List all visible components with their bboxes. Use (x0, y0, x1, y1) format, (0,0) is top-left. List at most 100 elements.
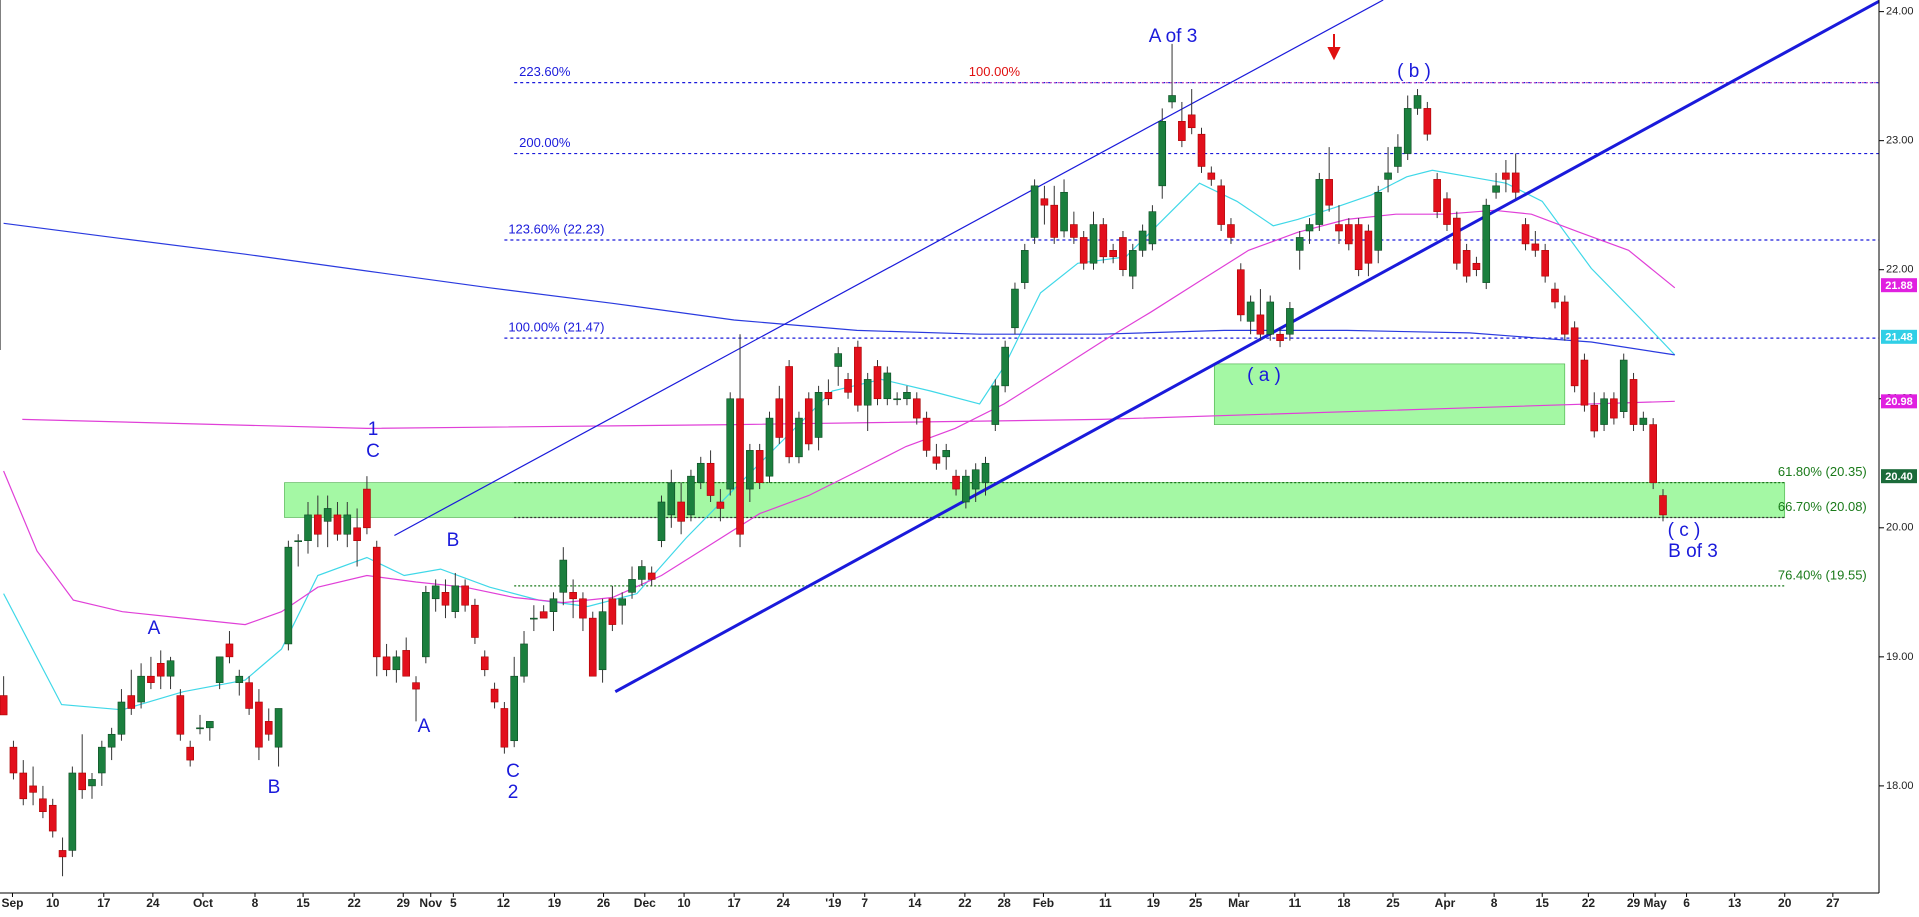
candle-body (1364, 230, 1373, 264)
wave-label: B (447, 530, 460, 551)
wave-label: ( a ) (1247, 365, 1281, 386)
candle-body (716, 501, 725, 509)
candle-body (412, 682, 420, 690)
wave-label: A of 3 (1149, 26, 1198, 47)
candle-body (1511, 172, 1520, 193)
overlay-line (394, 0, 1384, 537)
y-tick-label: 24.00 (1886, 6, 1914, 18)
x-tick-label: Nov (419, 896, 442, 910)
candle-body (1011, 288, 1019, 329)
candle-body (1158, 121, 1167, 187)
wave-label: A (148, 618, 161, 639)
candle-body (726, 398, 735, 490)
fib-label: 66.70% (20.08) (1778, 499, 1867, 514)
candle-body (765, 417, 774, 477)
candle-body (382, 656, 391, 671)
candle-body (1305, 224, 1314, 232)
candle-body (657, 501, 666, 542)
candle-body (588, 617, 597, 677)
candle-body (48, 804, 57, 832)
overlay-line (3, 209, 1676, 626)
candle-body (942, 450, 951, 458)
x-tick-label: 24 (777, 896, 791, 910)
candle-body (795, 417, 803, 458)
wave-label: B of 3 (1668, 541, 1718, 562)
price-tag (1881, 329, 1917, 344)
overlay-line (614, 0, 1880, 694)
x-tick-label: 6 (1683, 896, 1690, 910)
candle-body (147, 675, 155, 683)
candle-body (9, 746, 18, 774)
fib-label: 200.00% (519, 135, 571, 150)
candle-body (1276, 333, 1284, 341)
target-zone (284, 482, 1786, 518)
overlay-lines (3, 0, 1880, 711)
candle-body (480, 656, 489, 671)
candle-body (775, 398, 784, 438)
candle-body (1227, 224, 1235, 238)
candle-body (962, 475, 970, 503)
candle-body (19, 772, 28, 800)
candle-body (39, 798, 47, 813)
candle-body (166, 660, 175, 677)
candle-body (1335, 224, 1343, 232)
candle-body (638, 566, 646, 580)
candle-body (1128, 250, 1137, 277)
candle-body (755, 450, 764, 483)
x-tick-label: 12 (497, 896, 511, 910)
candle-body (903, 392, 911, 400)
x-tick-label: 15 (296, 896, 310, 910)
candle-body (569, 592, 577, 600)
candle-body (1659, 495, 1667, 516)
x-tick-label: 17 (727, 896, 741, 910)
candle-body (363, 488, 371, 529)
y-tick-label: 20.00 (1886, 522, 1914, 534)
candle-body (971, 469, 980, 490)
wave-label: ( b ) (1397, 61, 1431, 82)
x-tick-label: '19 (825, 896, 842, 910)
candle-body (255, 701, 263, 748)
candle-body (78, 772, 86, 791)
candle-body (687, 475, 695, 516)
x-tick-label: 17 (97, 896, 111, 910)
x-tick-label: 29 (397, 896, 411, 910)
candle-body (579, 598, 587, 619)
x-tick-label: 20 (1778, 896, 1792, 910)
x-tick-label: 24 (146, 896, 160, 910)
candles (0, 43, 1667, 877)
candle-body (58, 850, 67, 858)
candle-body (196, 727, 204, 730)
candle-body (893, 398, 901, 401)
y-tick-label: 23.00 (1886, 135, 1914, 147)
candle-body (1325, 179, 1333, 206)
candle-body (1570, 327, 1579, 387)
candle-body (1207, 172, 1216, 180)
candle-body (1050, 204, 1059, 238)
candle-body (804, 398, 813, 445)
candle-body (706, 462, 715, 496)
candle-body (1561, 301, 1569, 335)
candle-body (1551, 288, 1559, 303)
candle-body (510, 675, 519, 742)
price-tag (1881, 278, 1917, 293)
candle-body (1403, 108, 1412, 154)
candle-body (814, 392, 823, 438)
candle-body (1030, 185, 1039, 238)
candle-body (746, 450, 754, 490)
candle-body (1374, 191, 1383, 251)
x-tick-label: 5 (450, 896, 457, 910)
x-tick-label: 22 (958, 896, 972, 910)
candle-body (785, 366, 793, 458)
candle-body (1433, 179, 1441, 212)
candle-body (1629, 379, 1638, 425)
candle-body (873, 366, 882, 400)
candle-body (1482, 204, 1491, 283)
candle-body (431, 585, 440, 600)
candle-body (500, 708, 509, 748)
candle-body (1344, 224, 1353, 245)
x-tick-label: 8 (1491, 896, 1498, 910)
candle-body (1413, 95, 1422, 109)
wave-label: 2 (508, 782, 519, 803)
candle-body (1649, 424, 1657, 483)
zones (284, 363, 1786, 518)
